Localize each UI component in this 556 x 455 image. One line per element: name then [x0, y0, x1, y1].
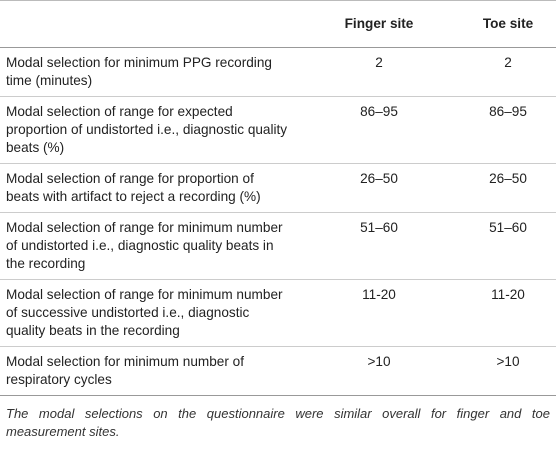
- cell-value: >10: [367, 354, 391, 369]
- row-label: Modal selection for minimum number of re…: [6, 354, 244, 387]
- table-row: Modal selection of range for minimum num…: [0, 280, 556, 347]
- data-table: Finger site Toe site Modal selection for…: [0, 0, 556, 396]
- table-body: Modal selection for minimum PPG recordin…: [0, 48, 556, 396]
- cell-value: 86–95: [360, 104, 398, 119]
- column-header: Toe site: [482, 16, 534, 31]
- table-row: Modal selection of range for expected pr…: [0, 97, 556, 164]
- table-row: Modal selection of range for proportion …: [0, 164, 556, 213]
- row-label: Modal selection for minimum PPG recordin…: [6, 55, 272, 88]
- header-row: Finger site Toe site: [0, 0, 556, 48]
- table-row: Modal selection for minimum PPG recordin…: [0, 48, 556, 97]
- cell-value: 11-20: [491, 287, 525, 302]
- footnote: The modal selections on the questionnair…: [6, 406, 550, 439]
- row-label: Modal selection of range for proportion …: [6, 171, 261, 204]
- header-blank: [0, 1, 298, 48]
- cell-value: 11-20: [362, 287, 396, 302]
- row-label: Modal selection of range for minimum num…: [6, 220, 283, 271]
- table-row: Modal selection of range for minimum num…: [0, 213, 556, 280]
- cell-value: 2: [375, 55, 383, 70]
- table-row: Modal selection for minimum number of re…: [0, 347, 556, 396]
- cell-value: 2: [504, 55, 512, 70]
- cell-value: 26–50: [360, 171, 398, 186]
- cell-value: 86–95: [489, 104, 527, 119]
- row-label: Modal selection of range for minimum num…: [6, 287, 283, 338]
- cell-value: 51–60: [360, 220, 398, 235]
- cell-value: >10: [496, 354, 520, 369]
- cell-value: 51–60: [489, 220, 527, 235]
- row-label: Modal selection of range for expected pr…: [6, 104, 288, 155]
- cell-value: 26–50: [489, 171, 527, 186]
- column-header: Finger site: [344, 16, 414, 31]
